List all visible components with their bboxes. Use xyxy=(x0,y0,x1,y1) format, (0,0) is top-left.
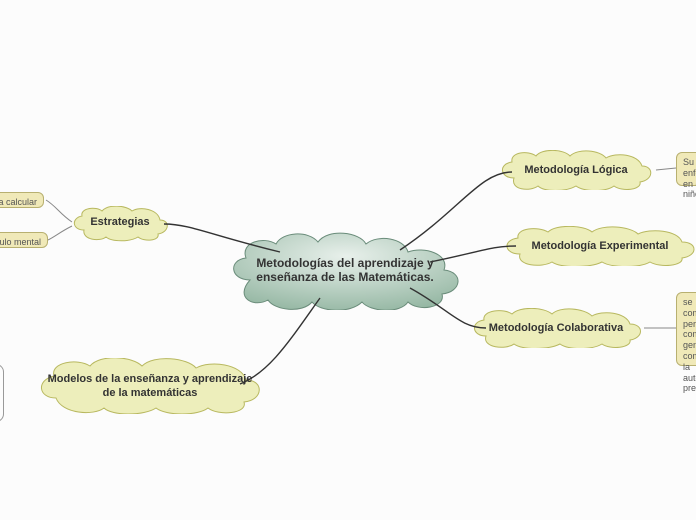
estrategias-child-0-label: para calcular xyxy=(0,197,37,207)
node-colaborativa[interactable]: Metodología Colaborativa xyxy=(466,308,646,348)
node-modelos[interactable]: Modelos de la enseñanza y aprendizaje de… xyxy=(32,358,268,414)
logica-note-text: Su enfoque en del niño. xyxy=(683,157,696,199)
estrategias-child-1-label: cálculo mental xyxy=(0,237,41,247)
logica-label: Metodología Lógica xyxy=(524,163,627,177)
logica-note: Su enfoque en del niño. xyxy=(676,152,696,186)
estrategias-label: Estrategias xyxy=(90,215,149,229)
colaborativa-note: se compone permite como genuino comunica… xyxy=(676,292,696,366)
estrategias-child-0[interactable]: para calcular xyxy=(0,192,44,208)
colaborativa-label: Metodología Colaborativa xyxy=(489,321,623,335)
modelos-label: Modelos de la enseñanza y aprendizaje de… xyxy=(42,372,258,401)
node-estrategias[interactable]: Estrategias xyxy=(68,206,172,238)
node-logica[interactable]: Metodología Lógica xyxy=(494,150,658,190)
modelos-bracket xyxy=(0,364,4,422)
center-node[interactable]: Metodologías del aprendizaje y enseñanza… xyxy=(220,230,470,310)
node-experimental[interactable]: Metodología Experimental xyxy=(498,226,696,266)
estrategias-child-1[interactable]: cálculo mental xyxy=(0,232,48,248)
colaborativa-note-text: se compone permite como genuino comunica… xyxy=(683,297,696,393)
center-label: Metodologías del aprendizaje y enseñanza… xyxy=(230,256,460,284)
experimental-label: Metodología Experimental xyxy=(532,239,669,253)
